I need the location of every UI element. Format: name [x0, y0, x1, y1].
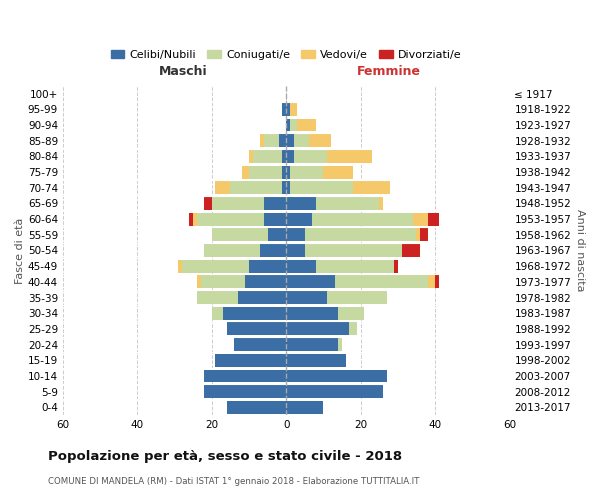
Legend: Celibi/Nubili, Coniugati/e, Vedovi/e, Divorziati/e: Celibi/Nubili, Coniugati/e, Vedovi/e, Di… [106, 46, 466, 64]
Bar [249, 260, 286, 272]
Bar [178, 260, 182, 272]
Bar [338, 307, 364, 320]
Bar [394, 260, 398, 272]
Bar [316, 197, 379, 210]
Bar [305, 228, 416, 241]
Bar [428, 276, 435, 288]
Bar [293, 134, 308, 147]
Bar [260, 244, 286, 257]
Bar [420, 228, 428, 241]
Bar [264, 197, 286, 210]
Bar [242, 166, 249, 178]
Text: Maschi: Maschi [159, 64, 208, 78]
Bar [230, 182, 283, 194]
Bar [215, 354, 286, 366]
Bar [335, 276, 428, 288]
Bar [286, 370, 386, 382]
Bar [293, 150, 327, 163]
Bar [212, 228, 268, 241]
Bar [279, 134, 286, 147]
Bar [264, 212, 286, 226]
Bar [283, 182, 286, 194]
Bar [286, 197, 316, 210]
Bar [290, 103, 298, 116]
Bar [205, 370, 286, 382]
Bar [286, 212, 312, 226]
Bar [286, 103, 290, 116]
Bar [193, 212, 197, 226]
Y-axis label: Anni di nascita: Anni di nascita [575, 209, 585, 292]
Bar [416, 228, 420, 241]
Y-axis label: Fasce di età: Fasce di età [15, 218, 25, 284]
Bar [349, 322, 357, 336]
Bar [286, 338, 338, 351]
Bar [197, 212, 264, 226]
Bar [338, 338, 342, 351]
Text: Popolazione per età, sesso e stato civile - 2018: Popolazione per età, sesso e stato civil… [48, 450, 402, 463]
Bar [215, 182, 230, 194]
Bar [286, 385, 383, 398]
Bar [286, 291, 327, 304]
Bar [223, 307, 286, 320]
Bar [249, 150, 253, 163]
Bar [286, 354, 346, 366]
Bar [286, 166, 290, 178]
Bar [286, 134, 293, 147]
Bar [182, 260, 249, 272]
Bar [353, 182, 391, 194]
Bar [286, 244, 305, 257]
Bar [200, 276, 245, 288]
Bar [234, 338, 286, 351]
Bar [305, 244, 401, 257]
Bar [212, 197, 264, 210]
Bar [308, 134, 331, 147]
Bar [298, 118, 316, 132]
Bar [327, 150, 372, 163]
Bar [428, 212, 439, 226]
Bar [264, 134, 279, 147]
Bar [227, 401, 286, 413]
Bar [205, 385, 286, 398]
Bar [190, 212, 193, 226]
Bar [327, 291, 386, 304]
Bar [286, 322, 349, 336]
Bar [283, 166, 286, 178]
Bar [249, 166, 283, 178]
Bar [286, 118, 290, 132]
Bar [212, 307, 223, 320]
Bar [283, 103, 286, 116]
Bar [245, 276, 286, 288]
Bar [253, 150, 283, 163]
Bar [197, 276, 200, 288]
Bar [286, 150, 293, 163]
Bar [379, 197, 383, 210]
Bar [290, 166, 323, 178]
Bar [323, 166, 353, 178]
Bar [290, 118, 298, 132]
Bar [268, 228, 286, 241]
Bar [286, 401, 323, 413]
Bar [413, 212, 428, 226]
Bar [205, 244, 260, 257]
Bar [197, 291, 238, 304]
Bar [286, 307, 338, 320]
Bar [286, 260, 316, 272]
Bar [312, 212, 413, 226]
Bar [227, 322, 286, 336]
Bar [260, 134, 264, 147]
Text: COMUNE DI MANDELA (RM) - Dati ISTAT 1° gennaio 2018 - Elaborazione TUTTITALIA.IT: COMUNE DI MANDELA (RM) - Dati ISTAT 1° g… [48, 478, 419, 486]
Bar [238, 291, 286, 304]
Text: Femmine: Femmine [357, 64, 421, 78]
Bar [283, 150, 286, 163]
Bar [401, 244, 420, 257]
Bar [290, 182, 353, 194]
Bar [316, 260, 394, 272]
Bar [435, 276, 439, 288]
Bar [286, 228, 305, 241]
Bar [286, 182, 290, 194]
Bar [205, 197, 212, 210]
Bar [286, 276, 335, 288]
